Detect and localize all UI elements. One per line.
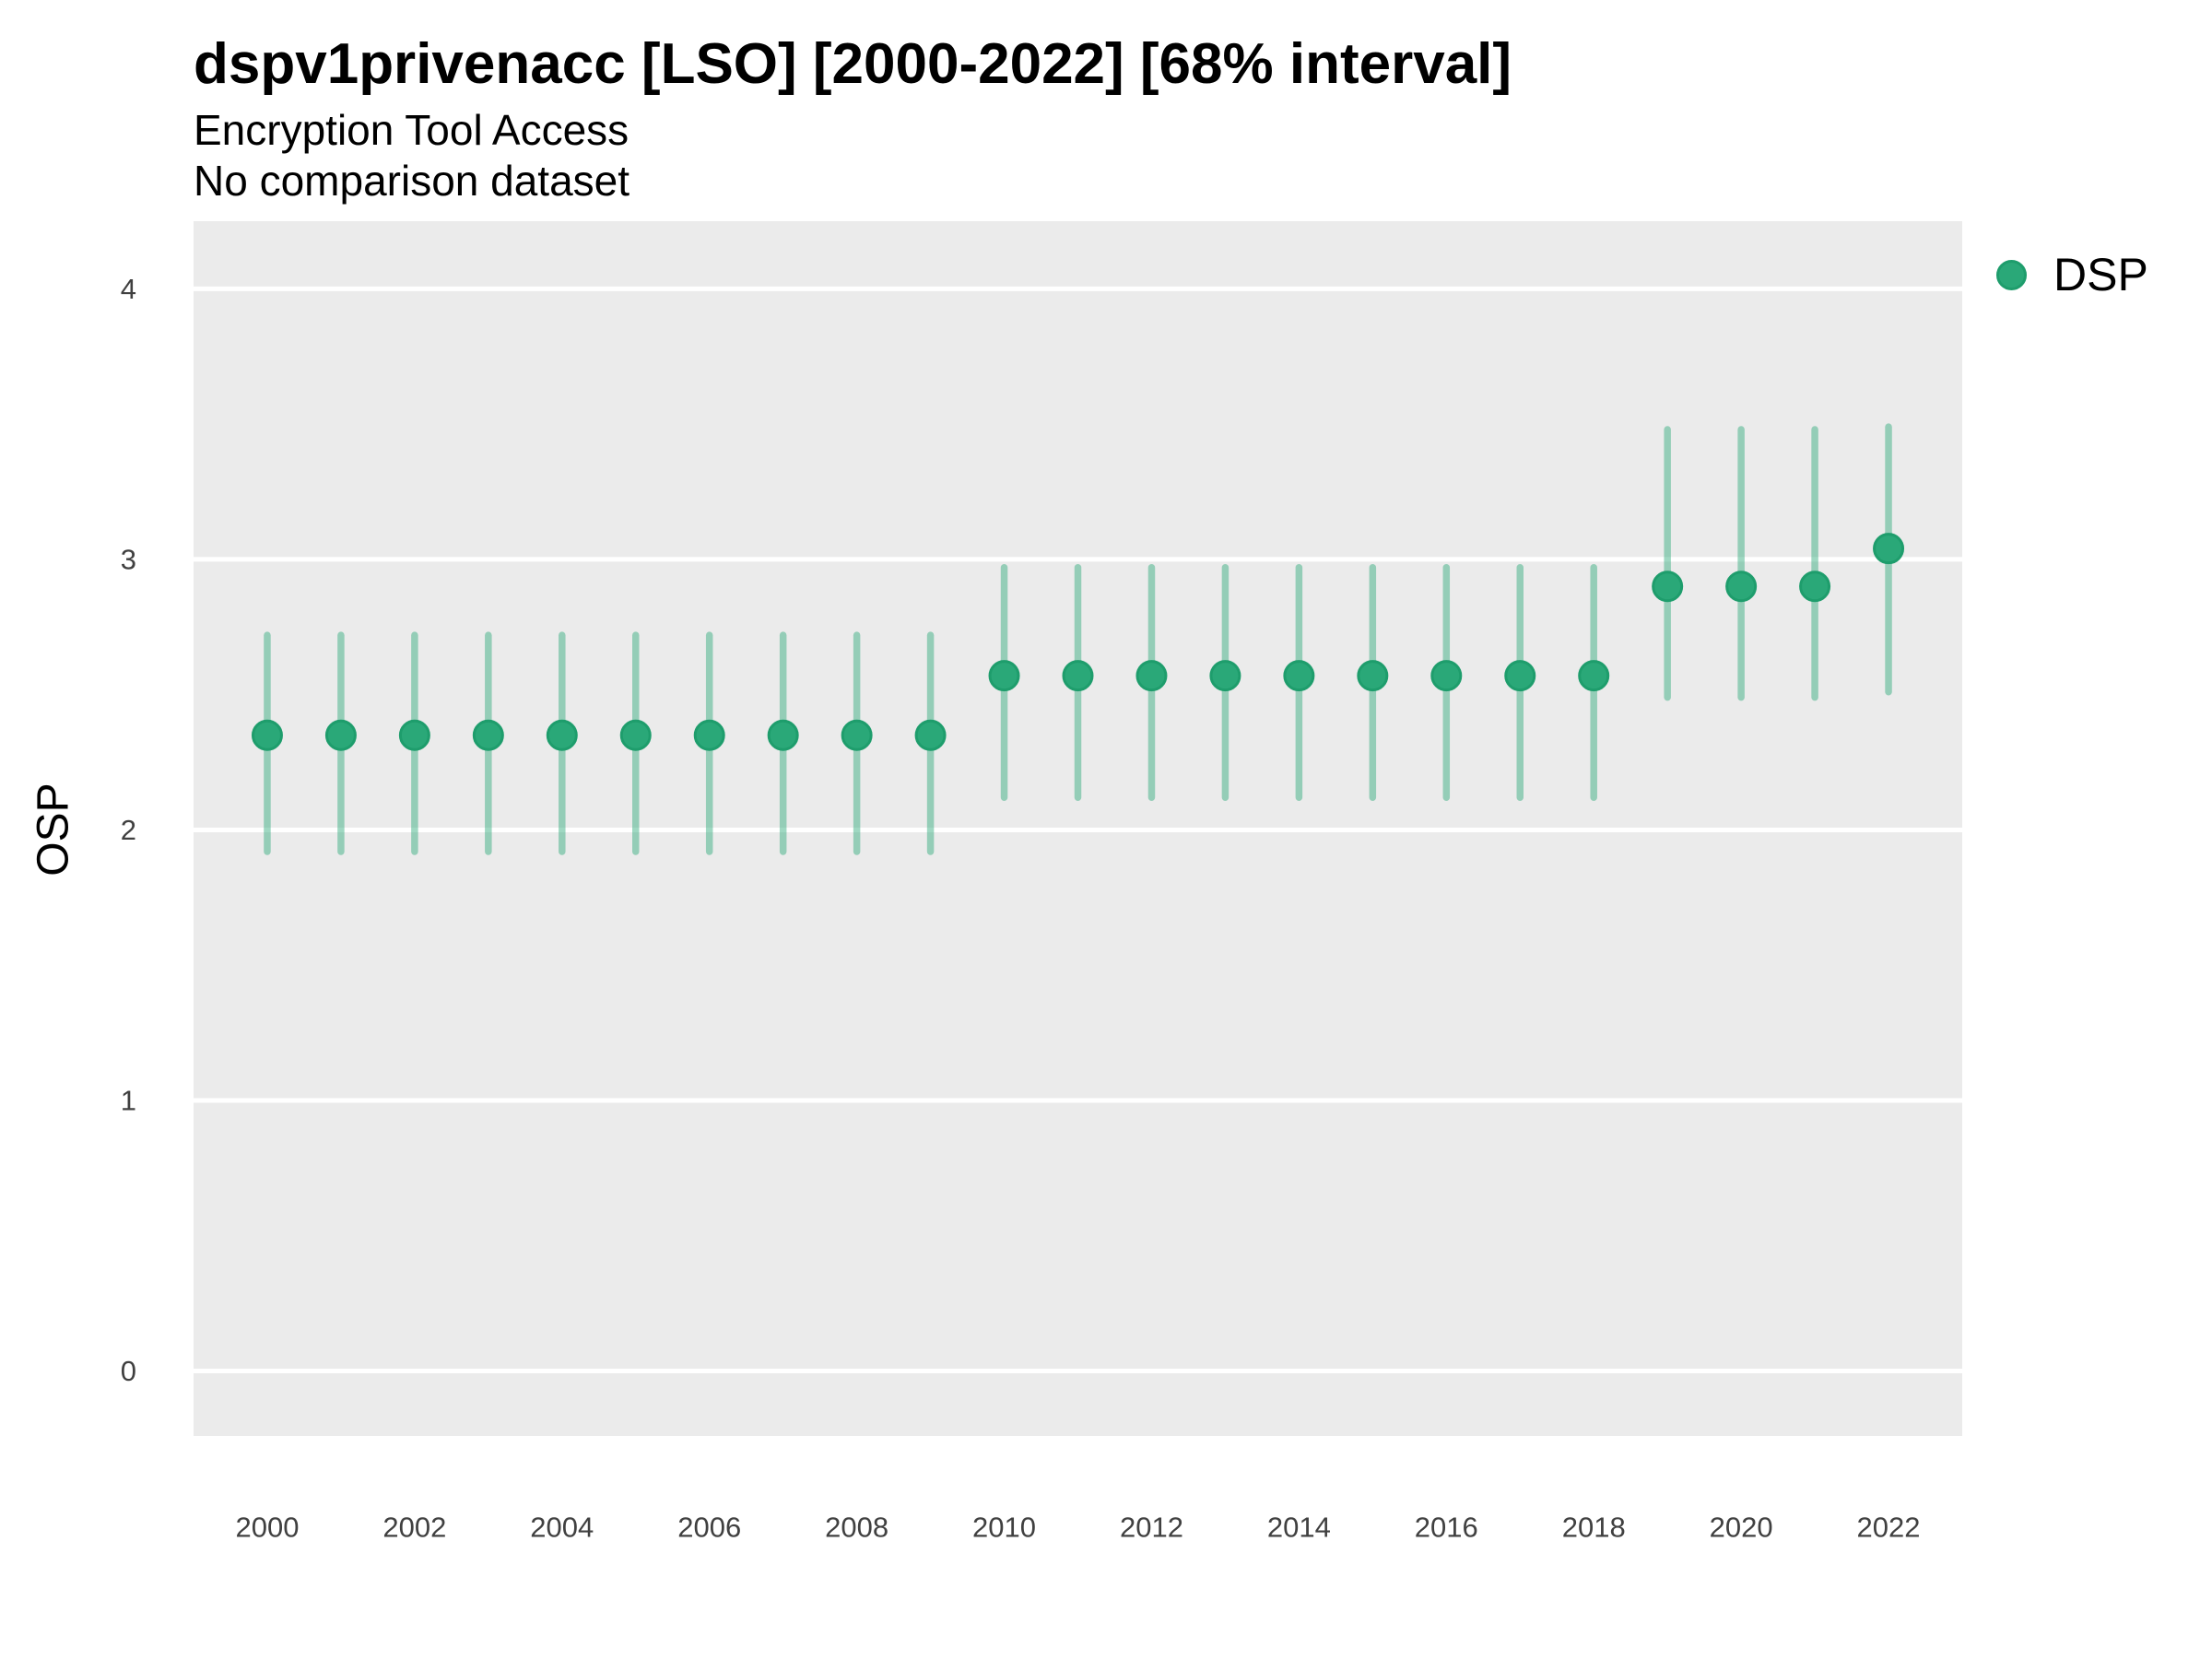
x-tick-label: 2002 — [382, 1512, 446, 1544]
data-point — [1504, 660, 1536, 692]
y-tick-label: 2 — [121, 814, 136, 846]
data-point — [1430, 660, 1463, 692]
chart-subtitle: Encryption Tool Access — [194, 106, 629, 154]
data-point — [619, 719, 652, 751]
data-point — [1725, 571, 1758, 603]
x-tick-label: 2014 — [1267, 1512, 1331, 1544]
x-tick-label: 2000 — [235, 1512, 299, 1544]
data-point — [988, 660, 1020, 692]
data-point — [1652, 571, 1684, 603]
data-point — [1357, 660, 1389, 692]
x-tick-label: 2006 — [677, 1512, 741, 1544]
x-tick-label: 2004 — [530, 1512, 594, 1544]
x-tick-label: 2022 — [1857, 1512, 1921, 1544]
data-point — [1062, 660, 1094, 692]
x-tick-label: 2020 — [1710, 1512, 1773, 1544]
data-point — [546, 719, 578, 751]
x-tick-label: 2012 — [1120, 1512, 1183, 1544]
data-point — [1283, 660, 1315, 692]
y-tick-label: 4 — [121, 273, 136, 305]
data-point — [693, 719, 725, 751]
data-point — [324, 719, 357, 751]
x-tick-label: 2016 — [1415, 1512, 1478, 1544]
data-point — [1873, 533, 1905, 565]
y-tick-label: 1 — [121, 1085, 136, 1117]
data-point — [1135, 660, 1168, 692]
data-point — [841, 719, 873, 751]
data-point — [398, 719, 430, 751]
y-tick-label: 3 — [121, 543, 136, 575]
x-tick-label: 2008 — [825, 1512, 888, 1544]
data-point — [767, 719, 799, 751]
legend: DSP — [1996, 249, 2212, 300]
data-point — [472, 719, 504, 751]
chart-note: No comparison dataset — [194, 157, 630, 205]
legend-point-icon — [1996, 260, 2027, 290]
data-point — [1209, 660, 1241, 692]
x-tick-label: 2018 — [1562, 1512, 1626, 1544]
data-point — [1799, 571, 1831, 603]
legend-series-label: DSP — [2053, 249, 2148, 300]
data-point — [251, 719, 283, 751]
y-tick-label: 0 — [121, 1355, 136, 1387]
data-point — [1578, 660, 1610, 692]
x-tick-label: 2010 — [972, 1512, 1036, 1544]
chart-title: dspv1privenacc [LSO] [2000-2022] [68% in… — [194, 32, 1512, 96]
data-point — [914, 719, 947, 751]
